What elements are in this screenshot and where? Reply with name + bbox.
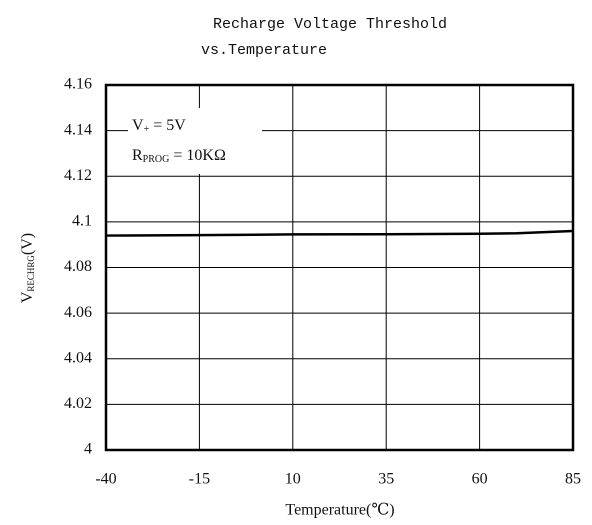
y-tick-label: 4.02 <box>64 395 92 412</box>
data-line <box>105 229 574 237</box>
plot-frame <box>104 83 575 452</box>
annotation-sub: PROG <box>143 154 170 165</box>
x-tick-label: 35 <box>378 471 394 488</box>
y-tick-label: 4.14 <box>64 121 92 138</box>
y-axis-label: VRECHRG(V) <box>19 233 36 303</box>
annotation-box <box>128 108 262 174</box>
x-tick-label: 85 <box>565 471 581 488</box>
x-tick-label: -15 <box>189 471 210 488</box>
annotation-rest: = 10KΩ <box>169 147 226 164</box>
chart-subtitle: vs.Temperature <box>201 42 327 59</box>
annotation: RPROG = 10KΩ <box>132 147 226 166</box>
chart-title: Recharge Voltage Threshold <box>213 16 447 33</box>
y-label-main: V <box>19 291 36 303</box>
annotation-rest: = 5V <box>149 117 186 134</box>
y-tick-label: 4.12 <box>64 167 92 184</box>
annotation-sub: + <box>144 124 150 135</box>
y-tick-label: 4.06 <box>64 304 92 321</box>
y-tick-label: 4.16 <box>64 76 92 93</box>
y-label-rest: (V) <box>19 233 36 255</box>
x-tick-label: -40 <box>95 471 116 488</box>
x-axis-label: Temperature(℃) <box>285 502 394 519</box>
x-tick-label: 10 <box>285 471 301 488</box>
annotation: V+ = 5V <box>132 117 186 136</box>
y-label-sub: RECHRG <box>26 255 36 292</box>
y-tick-label: 4 <box>84 441 92 458</box>
y-tick-label: 4.1 <box>72 213 92 230</box>
annotation-main: R <box>132 147 143 164</box>
y-tick-label: 4.08 <box>64 258 92 275</box>
x-tick-label: 60 <box>472 471 488 488</box>
annotation-main: V <box>132 117 144 134</box>
y-tick-label: 4.04 <box>64 349 92 366</box>
